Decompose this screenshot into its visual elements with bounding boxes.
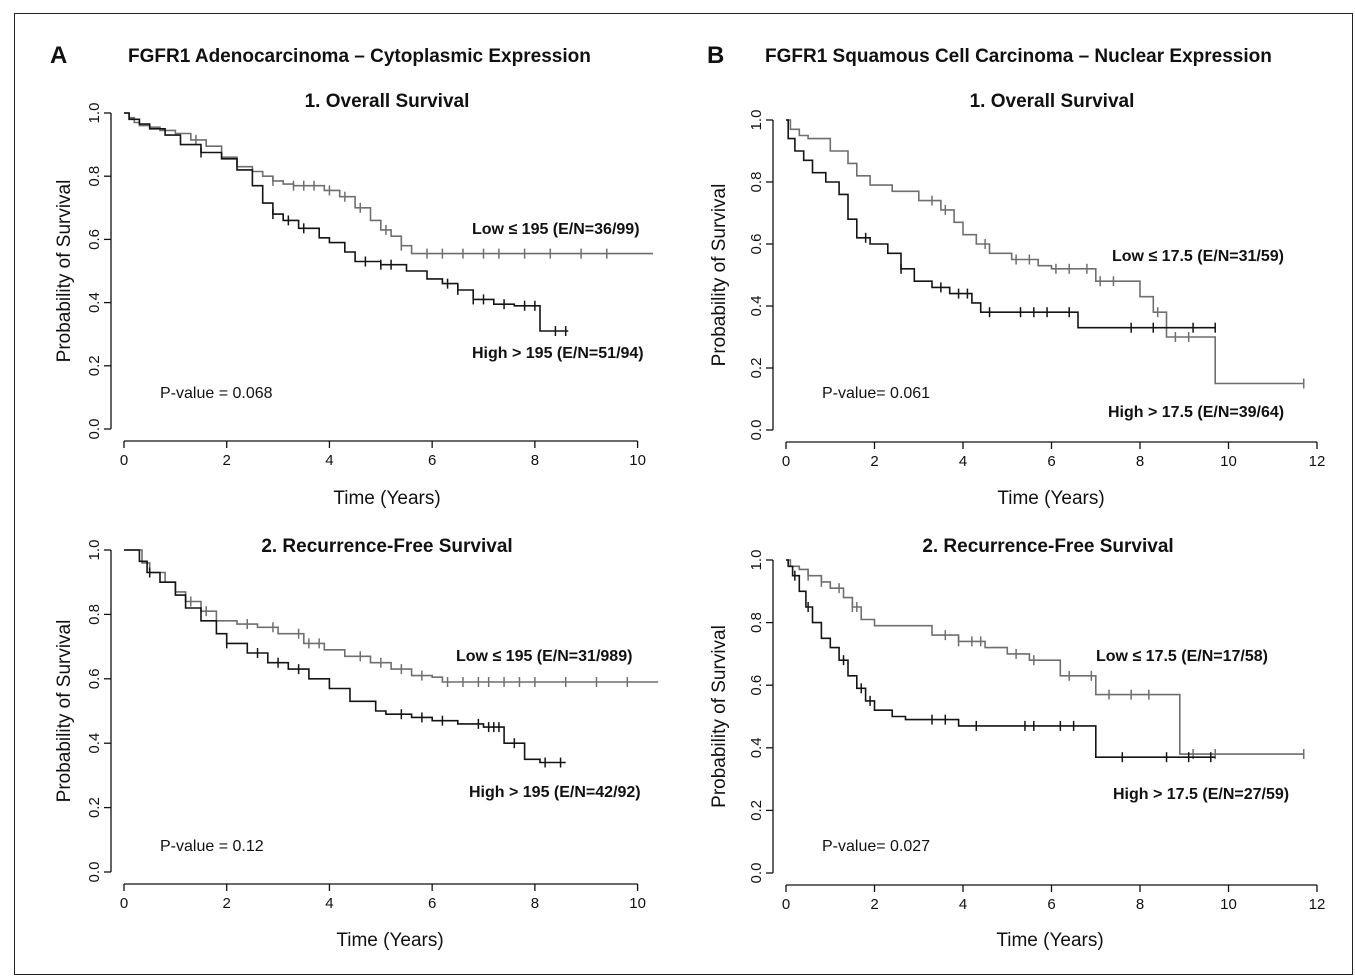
x-tick-label: 4	[325, 895, 333, 912]
y-tick-label: 0.2	[748, 800, 765, 821]
x-tick-label: 0	[120, 895, 128, 912]
x-tick-label: 8	[531, 452, 539, 469]
p-value-label: P-value = 0.068	[160, 385, 273, 402]
km-curve-low	[786, 119, 1304, 385]
y-tick-label: 0.6	[748, 675, 765, 696]
y-tick-label: 0.0	[748, 863, 765, 884]
x-tick-label: 6	[1047, 453, 1055, 470]
x-tick-label: 0	[120, 452, 128, 469]
series-label-low: Low ≤ 195 (E/N=31/989)	[456, 648, 632, 665]
series-label-low: Low ≤ 17.5 (E/N=17/58)	[1096, 648, 1268, 665]
x-tick-label: 4	[959, 896, 967, 913]
y-axis-label: Probability of Survival	[709, 625, 730, 808]
chart-title: 2. Recurrence-Free Survival	[261, 536, 512, 557]
km-chart-1: 1. Overall Survival 0 2 4 6 8 10 Time (Years) 0.…	[54, 91, 653, 509]
km-curve-high	[124, 549, 566, 764]
km-chart-4: 2. Recurrence-Free Survival 0 2 4 6 8 10 12 Time…	[709, 536, 1325, 951]
y-tick-label: 0.6	[748, 234, 765, 255]
y-tick-label: 0.2	[748, 358, 765, 379]
y-axis-label: Probability of Survival	[54, 620, 75, 803]
y-axis-label: Probability of Survival	[709, 184, 730, 367]
figure-frame	[14, 13, 1353, 975]
x-axis-label: Time (Years)	[336, 930, 443, 951]
p-value-label: P-value= 0.027	[822, 838, 930, 855]
panel-title-b: FGFR1 Squamous Cell Carcinoma – Nuclear …	[765, 46, 1272, 67]
y-tick-label: 0.4	[748, 737, 765, 758]
x-tick-label: 4	[959, 453, 967, 470]
km-curve-high	[786, 119, 1216, 329]
x-tick-label: 0	[782, 896, 790, 913]
x-tick-label: 2	[223, 452, 231, 469]
p-value-label: P-value = 0.12	[160, 838, 264, 855]
y-tick-label: 0.6	[86, 668, 103, 689]
km-chart-3: 1. Overall Survival 0 2 4 6 8 10 12 Time (Years)…	[709, 91, 1325, 509]
y-tick-label: 0.8	[86, 604, 103, 625]
y-tick-label: 1.0	[86, 540, 103, 561]
x-tick-label: 12	[1309, 896, 1326, 913]
series-label-low: Low ≤ 195 (E/N=36/99)	[472, 221, 640, 238]
km-chart-2: 2. Recurrence-Free Survival 0 2 4 6 8 10 Time (…	[54, 536, 659, 951]
y-tick-label: 0.8	[86, 166, 103, 187]
y-tick-label: 0.2	[86, 797, 103, 818]
y-tick-label: 0.4	[86, 292, 103, 313]
x-tick-label: 0	[782, 453, 790, 470]
x-tick-label: 2	[870, 896, 878, 913]
y-tick-label: 0.8	[748, 172, 765, 193]
x-tick-label: 8	[1136, 896, 1144, 913]
x-axis-label: Time (Years)	[333, 488, 440, 509]
p-value-label: P-value= 0.061	[822, 385, 930, 402]
km-curve-high	[786, 559, 1216, 758]
y-tick-label: 0.8	[748, 612, 765, 633]
series-label-high: High > 195 (E/N=51/94)	[472, 345, 644, 362]
x-tick-label: 6	[428, 895, 436, 912]
chart-title: 2. Recurrence-Free Survival	[922, 536, 1173, 557]
y-tick-label: 0.2	[86, 355, 103, 376]
x-axis-label: Time (Years)	[997, 488, 1104, 509]
x-axis-label: Time (Years)	[996, 930, 1103, 951]
x-tick-label: 2	[223, 895, 231, 912]
y-tick-label: 0.4	[86, 733, 103, 754]
series-label-low: Low ≤ 17.5 (E/N=31/59)	[1112, 248, 1284, 265]
x-tick-label: 2	[870, 453, 878, 470]
y-tick-label: 1.0	[86, 103, 103, 124]
x-tick-label: 10	[1220, 896, 1237, 913]
x-tick-label: 10	[629, 452, 646, 469]
series-label-high: High > 17.5 (E/N=27/59)	[1113, 786, 1289, 803]
km-curve-low	[786, 559, 1304, 755]
km-curve-high	[124, 112, 569, 332]
panel-letter-a: A	[50, 42, 68, 69]
panel-letter-b: B	[707, 42, 725, 69]
y-tick-label: 0.4	[748, 296, 765, 317]
y-tick-label: 0.6	[86, 229, 103, 250]
x-tick-label: 8	[1136, 453, 1144, 470]
series-label-high: High > 195 (E/N=42/92)	[469, 784, 641, 801]
panel-title-a: FGFR1 Adenocarcinoma – Cytoplasmic Expre…	[128, 46, 591, 67]
y-tick-label: 1.0	[748, 550, 765, 571]
x-tick-label: 10	[1220, 453, 1237, 470]
x-tick-label: 8	[531, 895, 539, 912]
x-tick-label: 10	[629, 895, 646, 912]
y-tick-label: 0.0	[86, 862, 103, 883]
x-tick-label: 6	[1047, 896, 1055, 913]
y-tick-label: 1.0	[748, 110, 765, 131]
y-axis-label: Probability of Survival	[54, 180, 75, 363]
y-tick-label: 0.0	[86, 419, 103, 440]
chart-title: 1. Overall Survival	[970, 91, 1135, 112]
series-label-high: High > 17.5 (E/N=39/64)	[1108, 404, 1284, 421]
y-tick-label: 0.0	[748, 420, 765, 441]
x-tick-label: 12	[1309, 453, 1326, 470]
chart-title: 1. Overall Survival	[305, 91, 470, 112]
x-tick-label: 6	[428, 452, 436, 469]
x-tick-label: 4	[325, 452, 333, 469]
